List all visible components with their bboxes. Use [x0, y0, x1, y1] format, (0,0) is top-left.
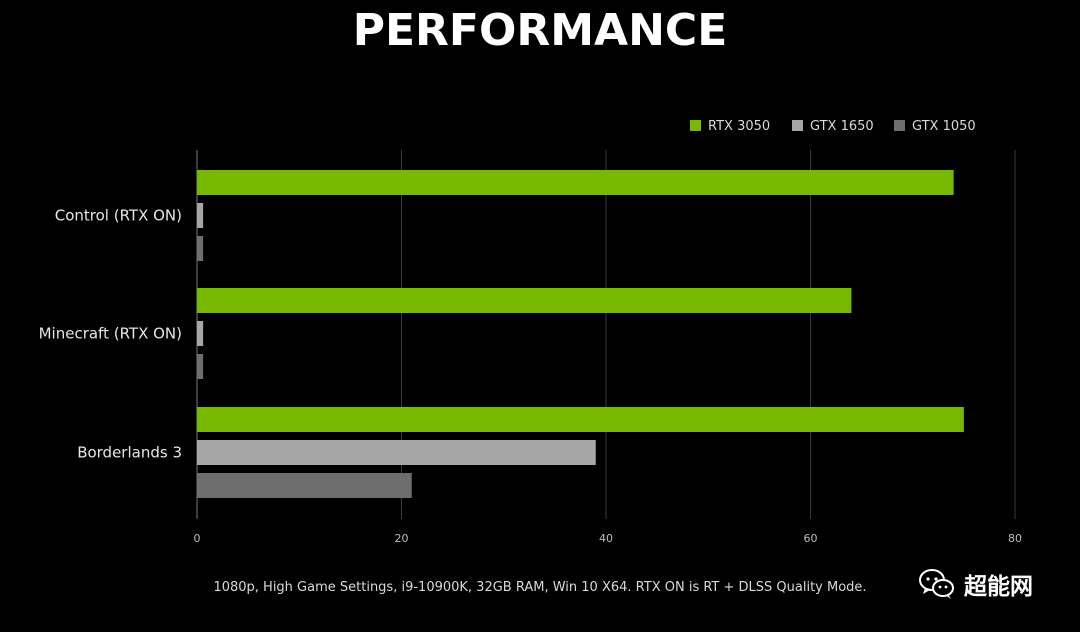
- category-label: Minecraft (RTX ON): [39, 325, 182, 343]
- legend-swatch: [690, 120, 701, 131]
- bar-gtx-1650-0: [197, 203, 204, 228]
- watermark-text: 超能网: [964, 574, 1033, 600]
- category-label: Borderlands 3: [77, 444, 182, 462]
- watermark: 超能网: [918, 562, 1068, 606]
- legend: RTX 3050 GTX 1650 GTX 1050: [690, 119, 976, 134]
- bar-gtx-1050-0: [197, 236, 204, 261]
- wechat-icon: [919, 569, 954, 599]
- x-tick-label: 60: [804, 532, 818, 545]
- x-tick-label: 0: [194, 532, 201, 545]
- bar-gtx-1650-2: [197, 440, 596, 465]
- legend-label: RTX 3050: [708, 119, 770, 134]
- page-title: PERFORMANCE: [352, 5, 728, 56]
- bar-rtx-3050-2: [197, 407, 964, 432]
- x-tick-label: 80: [1008, 532, 1022, 545]
- category-labels: Control (RTX ON) Minecraft (RTX ON) Border…: [39, 207, 182, 462]
- legend-label: GTX 1050: [912, 119, 976, 134]
- x-tick-label: 20: [395, 532, 409, 545]
- bar-rtx-3050-0: [197, 170, 954, 195]
- category-label: Control (RTX ON): [55, 207, 182, 225]
- legend-swatch: [894, 120, 905, 131]
- legend-label: GTX 1650: [810, 119, 874, 134]
- x-tick-labels: 0 20 40 60 80: [194, 532, 1023, 545]
- bar-gtx-1050-2: [197, 473, 412, 498]
- x-tick-label: 40: [599, 532, 613, 545]
- bar-rtx-3050-1: [197, 288, 852, 313]
- bars: [197, 170, 964, 498]
- footnote: 1080p, High Game Settings, i9-10900K, 32…: [213, 580, 867, 595]
- legend-swatch: [792, 120, 803, 131]
- bar-gtx-1650-1: [197, 321, 204, 346]
- bar-gtx-1050-1: [197, 354, 204, 379]
